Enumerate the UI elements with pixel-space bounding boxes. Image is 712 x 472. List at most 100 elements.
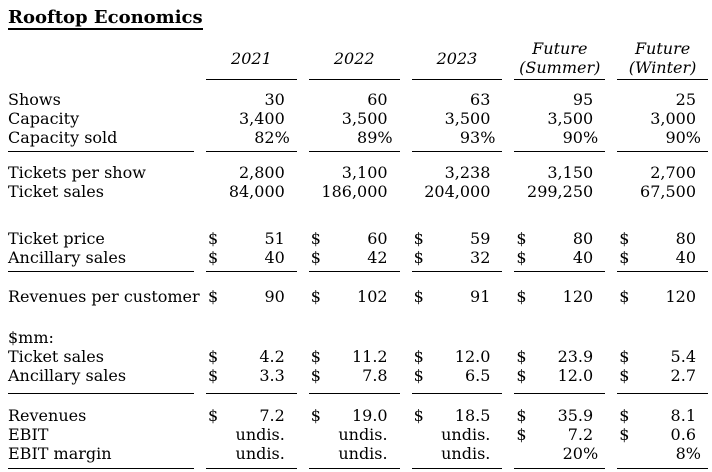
table-cell: $80: [617, 229, 708, 248]
cell-value: 120: [665, 287, 696, 306]
dollar-sign: $: [310, 406, 321, 425]
table-cell: 3,500: [514, 109, 605, 128]
cell-value: 3,500: [444, 109, 491, 128]
dollar-sign: $: [516, 406, 527, 425]
table-cell: 2,700: [617, 163, 708, 182]
table-cell: $32: [411, 248, 503, 272]
table-cell: [514, 328, 605, 347]
cell-value: undis.: [441, 444, 491, 463]
table-cell: $11.2: [309, 347, 400, 366]
row-label: Tickets per show: [8, 163, 146, 182]
table-body: Shows 30 60 63 95 25 Capacity 3,400 3,500 3,500 3,…: [8, 90, 708, 469]
table-cell: $2.7: [617, 366, 708, 394]
dollar-sign: $: [413, 347, 424, 366]
table-section: Revenues per customer $90 $102 $91 $120 $120: [8, 287, 708, 306]
row-label: Ticket sales: [8, 347, 104, 366]
dollar-sign: $: [516, 248, 527, 267]
table-cell: $120: [514, 287, 605, 306]
table-cell: $7.2: [206, 406, 297, 425]
row-label: Ancillary sales: [8, 248, 194, 272]
cell-value: 3,100: [341, 163, 388, 182]
cell-value: 12.0: [557, 366, 594, 385]
cell-value: 40: [675, 248, 696, 267]
table-row: $mm:: [8, 328, 708, 347]
table-cell: [309, 328, 400, 347]
row-label: Ticket price: [8, 229, 105, 248]
cell-value: 186,000: [321, 182, 388, 201]
row-label: Ancillary sales: [8, 366, 194, 394]
table-cell: [412, 328, 503, 347]
cell-value: 30: [264, 90, 285, 109]
column-header-line: 2022: [333, 48, 375, 68]
table-cell: $5.4: [617, 347, 708, 366]
row-label: Capacity sold: [8, 128, 194, 152]
table-cell: [617, 328, 708, 347]
cell-value: 91: [470, 287, 491, 306]
cell-value: 90: [264, 287, 285, 306]
table-cell: $7.2: [514, 425, 605, 444]
column-header: Future (Summer): [514, 39, 606, 80]
table-row: Capacity 3,400 3,500 3,500 3,500 3,000: [8, 109, 708, 128]
cell-value: 19.0: [351, 406, 388, 425]
table-cell: $120: [617, 287, 708, 306]
cell-value: 63: [470, 90, 491, 109]
table-cell: $4.2: [206, 347, 297, 366]
cell-value: 2,700: [650, 163, 696, 182]
cell-value: 7.2: [567, 425, 594, 444]
cell-value: undis.: [338, 444, 388, 463]
cell-value: 18.5: [454, 406, 491, 425]
table-cell: $12.0: [514, 366, 606, 394]
cell-value: 3,500: [547, 109, 594, 128]
dollar-sign: $: [516, 366, 527, 385]
row-label: Revenues: [8, 406, 87, 425]
table-cell: 67,500: [617, 182, 708, 201]
cell-value: 3,400: [238, 109, 285, 128]
column-header-line: 2021: [231, 48, 272, 68]
table-cell: 90%: [514, 128, 606, 152]
dollar-sign: $: [310, 229, 321, 248]
cell-value: 80: [572, 229, 594, 248]
table-cell: 3,000: [617, 109, 708, 128]
table-section: $mm: Ticket sales $4.2 $11.2 $12.0 $23.9 $5.4 A…: [8, 328, 708, 394]
dollar-sign: $: [516, 347, 527, 366]
table-cell: $3.3: [206, 366, 297, 394]
dollar-sign: $: [208, 287, 219, 306]
row-label: Capacity: [8, 109, 80, 128]
column-header-line: Future: [532, 39, 588, 58]
table-cell: undis.: [412, 425, 503, 444]
column-header-line: Future: [634, 39, 691, 58]
table-cell: undis.: [206, 425, 297, 444]
cell-value: 0.6: [670, 425, 696, 444]
column-header: 2023: [411, 39, 503, 80]
cell-value: 11.2: [351, 347, 388, 366]
table-header-row: 2021 2022 2023 Future (Summer) Future (Winter): [8, 39, 708, 80]
table-cell: 60: [309, 90, 400, 109]
cell-value: 2.7: [670, 366, 696, 385]
dollar-sign: $: [516, 425, 527, 444]
cell-value: 82%: [254, 128, 290, 147]
cell-value: 2,800: [238, 163, 285, 182]
cell-value: undis.: [235, 444, 285, 463]
cell-value: 3,000: [650, 109, 696, 128]
dollar-sign: $: [619, 406, 630, 425]
page-title: Rooftop Economics: [8, 7, 203, 30]
table-cell: 89%: [308, 128, 400, 152]
page: Rooftop Economics 2021 2022 2023 Future (Sum…: [8, 7, 708, 469]
cell-value: 3,500: [341, 109, 388, 128]
table-cell: [206, 328, 297, 347]
table-cell: 84,000: [206, 182, 297, 201]
column-header-line: (Summer): [519, 58, 601, 77]
table-cell: 20%: [514, 444, 606, 469]
cell-value: 299,250: [527, 182, 594, 201]
table-cell: 82%: [206, 128, 297, 152]
table-row: Capacity sold 82% 89% 93% 90% 90%: [8, 128, 708, 152]
table-cell: $0.6: [617, 425, 708, 444]
cell-value: 40: [572, 248, 594, 267]
row-label: Revenues per customer: [8, 287, 200, 306]
table-section: Revenues $7.2 $19.0 $18.5 $35.9 $8.1 EBIT undis…: [8, 406, 708, 469]
table-cell: undis.: [309, 425, 400, 444]
row-label: EBIT: [8, 425, 49, 444]
table-section: Ticket price $51 $60 $59 $80 $80 Ancillary sal…: [8, 229, 708, 272]
cell-value: undis.: [441, 425, 491, 444]
table-cell: $7.8: [308, 366, 400, 394]
